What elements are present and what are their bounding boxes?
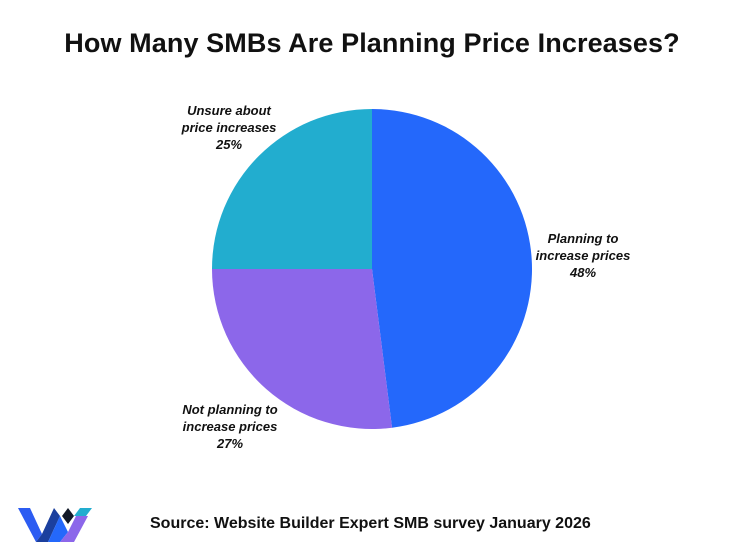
pie-slice-1 <box>372 109 533 428</box>
slice-percent: 27% <box>216 436 243 451</box>
slice-label-3: Unsure about price increases 25% <box>181 103 277 152</box>
slice-percent: 25% <box>215 137 242 152</box>
slice-percent: 48% <box>569 265 596 280</box>
slice-labels: Planning to increase prices 48% Not plannin… <box>181 103 631 451</box>
slice-label-line: increase prices <box>183 419 278 434</box>
chart-title: How Many SMBs Are Planning Price Increas… <box>64 28 680 58</box>
pie-slice-3 <box>212 109 372 269</box>
slice-label-line: Unsure about <box>187 103 271 118</box>
source-note: Source: Website Builder Expert SMB surve… <box>150 515 591 532</box>
slice-label-line: increase prices <box>536 248 631 263</box>
slice-label-line: price increases <box>181 120 277 135</box>
website-builder-expert-logo-icon <box>18 508 92 542</box>
pie-slice-2 <box>212 269 393 430</box>
slice-label-line: Planning to <box>548 231 619 246</box>
slice-label-1: Planning to increase prices 48% <box>536 231 631 280</box>
pie-slices <box>212 109 533 430</box>
slice-label-2: Not planning to increase prices 27% <box>182 402 277 451</box>
slice-label-line: Not planning to <box>182 402 277 417</box>
